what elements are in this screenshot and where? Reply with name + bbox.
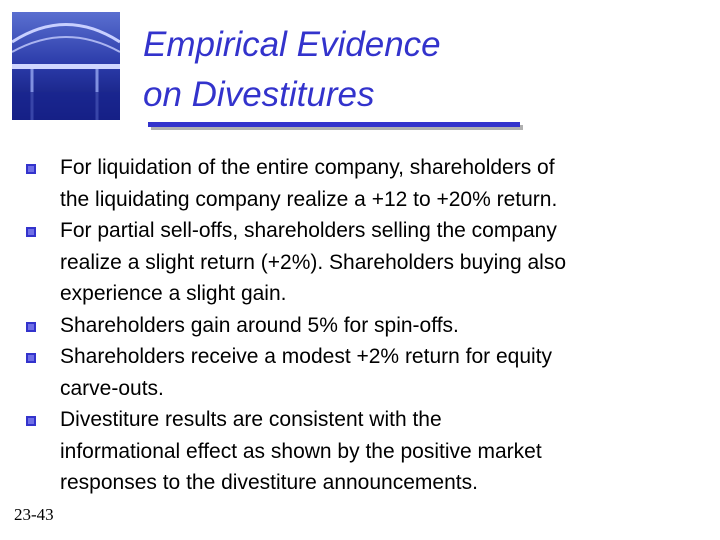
bullet-marker (25, 320, 37, 332)
bullet-marker (25, 351, 37, 363)
bullet-text-line: informational effect as shown by the pos… (60, 439, 542, 463)
bullet-text-line: experience a slight gain. (60, 282, 287, 305)
bullet-text-line: the liquidating company realize a +12 to… (60, 187, 558, 211)
title-line: Empirical Evidence (143, 25, 441, 64)
slide-number: 23-43 (14, 505, 54, 524)
bullet-marker (25, 162, 37, 174)
bullet-text-line: Shareholders gain around 5% for spin-off… (60, 313, 459, 337)
title-rule-shadow (151, 125, 523, 130)
title-photo (12, 12, 120, 120)
bullet-text-line: realize a slight return (+2%). Sharehold… (60, 250, 567, 274)
bullet-text-line: For partial sell-offs, shareholders sell… (60, 219, 557, 242)
title-line: on Divestitures (143, 75, 375, 114)
bullet-text-line: For liquidation of the entire company, s… (60, 156, 555, 179)
title-rule (148, 122, 520, 127)
bullet-marker (25, 225, 37, 237)
bullet-text-line: Shareholders receive a modest +2% return… (60, 345, 553, 368)
bullet-text-line: Divestiture results are consistent with … (60, 408, 442, 431)
bullet-text-line: responses to the divestiture announcemen… (60, 471, 478, 494)
bullet-marker (25, 414, 37, 426)
bullet-text-line: carve-outs. (60, 376, 164, 400)
